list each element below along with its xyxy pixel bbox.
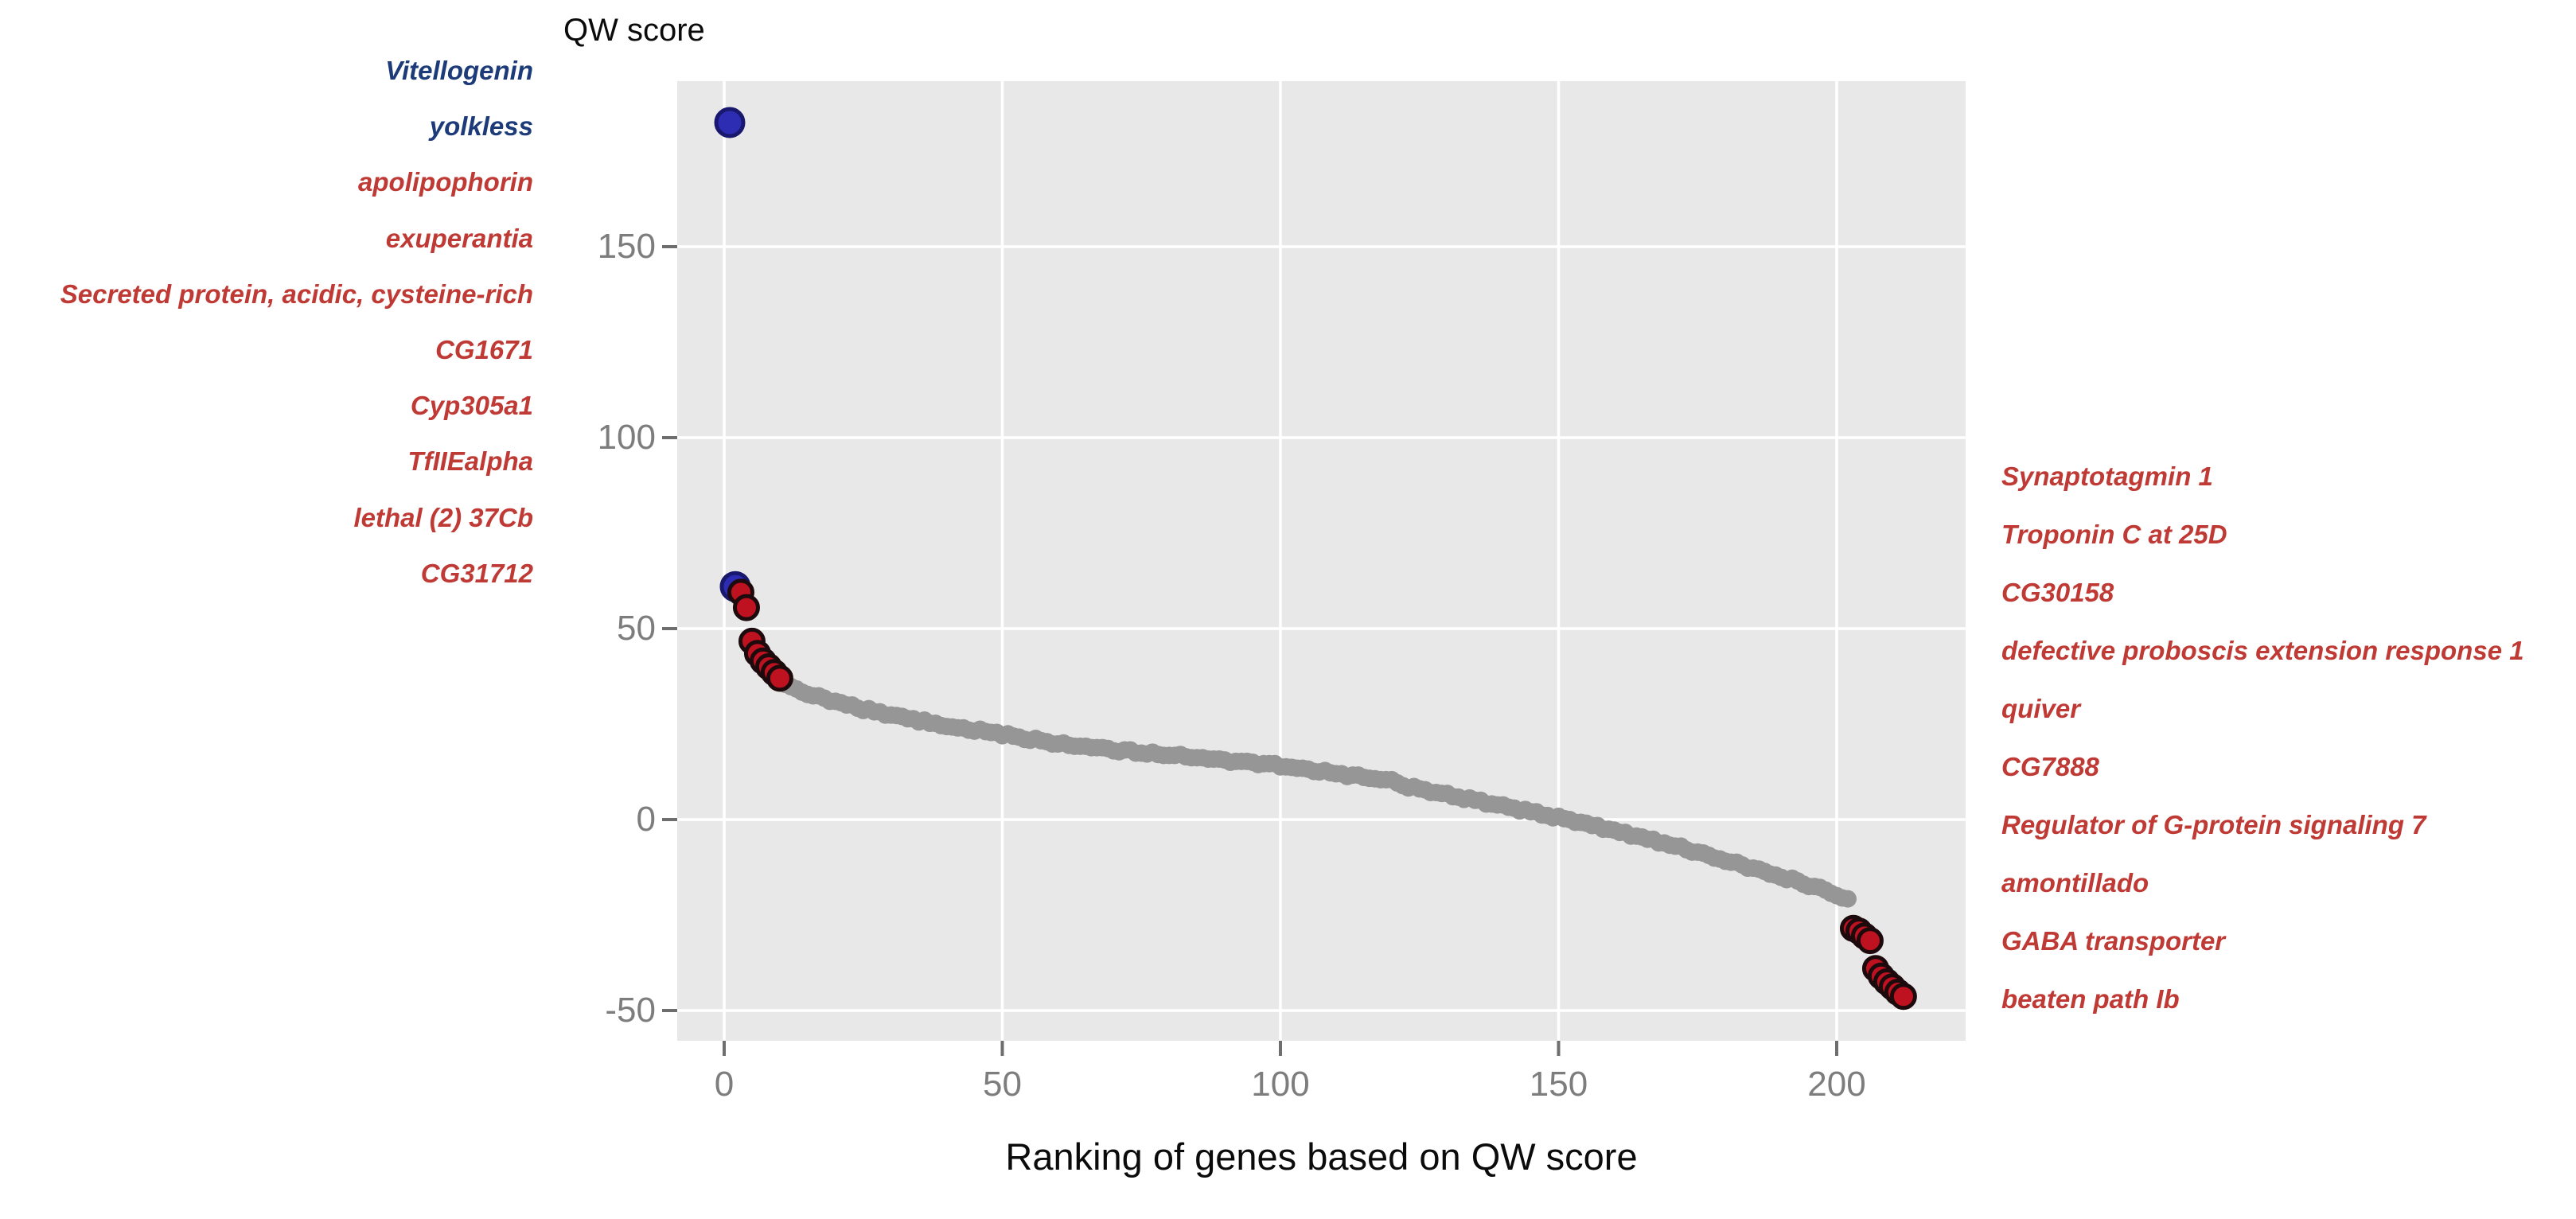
x-axis-tick-label: 150	[1529, 1065, 1588, 1104]
y-axis-tick-label: 0	[636, 800, 656, 839]
x-axis-title: Ranking of genes based on QW score	[1005, 1135, 1638, 1178]
right-gene-label: Synaptotagmin 1	[2001, 462, 2213, 491]
left-gene-label: Secreted protein, acidic, cysteine-rich	[60, 278, 533, 309]
red-gene-point	[766, 664, 793, 692]
red-gene-point	[1856, 927, 1884, 955]
right-gene-label: quiver	[2001, 694, 2081, 723]
left-gene-label: lethal (2) 37Cb	[353, 502, 533, 532]
x-axis-tick-label: 200	[1807, 1065, 1866, 1104]
left-gene-label: apolipophorin	[358, 167, 533, 197]
right-gene-label: beaten path Ib	[2001, 984, 2180, 1014]
left-gene-label: CG1671	[435, 335, 533, 364]
plot-panel-background	[677, 81, 1966, 1041]
blue-gene-point	[714, 107, 746, 138]
left-gene-label: Cyp305a1	[410, 391, 533, 421]
right-gene-label: Troponin C at 25D	[2001, 520, 2227, 549]
x-axis-tick-label: 100	[1251, 1065, 1310, 1104]
gray-gene-point	[1838, 890, 1857, 908]
left-gene-label: TfIIEalpha	[407, 446, 533, 477]
x-axis-tick-label: 0	[714, 1065, 735, 1104]
right-gene-label: GABA transporter	[2001, 926, 2226, 956]
left-gene-label: Vitellogenin	[385, 56, 533, 85]
y-axis-tick-label: -50	[605, 991, 656, 1030]
y-axis-title: QW score	[563, 13, 705, 48]
y-axis-tick-label: 50	[617, 609, 656, 648]
left-gene-label: exuperantia	[385, 223, 533, 253]
x-axis-tick-label: 50	[983, 1065, 1022, 1104]
left-gene-label: CG31712	[420, 558, 533, 588]
right-gene-label: amontillado	[2001, 868, 2149, 898]
right-gene-label: defective proboscis extension response 1	[2001, 636, 2524, 665]
right-gene-label: Regulator of G-protein signaling 7	[2001, 810, 2426, 839]
red-gene-point	[732, 594, 760, 621]
right-gene-label: CG7888	[2001, 752, 2099, 781]
right-gene-label: CG30158	[2001, 578, 2114, 607]
y-axis-tick-label: 100	[597, 418, 656, 457]
left-gene-label: yolkless	[429, 111, 533, 142]
red-gene-point	[1889, 983, 1917, 1011]
y-axis-tick-label: 150	[597, 227, 656, 266]
